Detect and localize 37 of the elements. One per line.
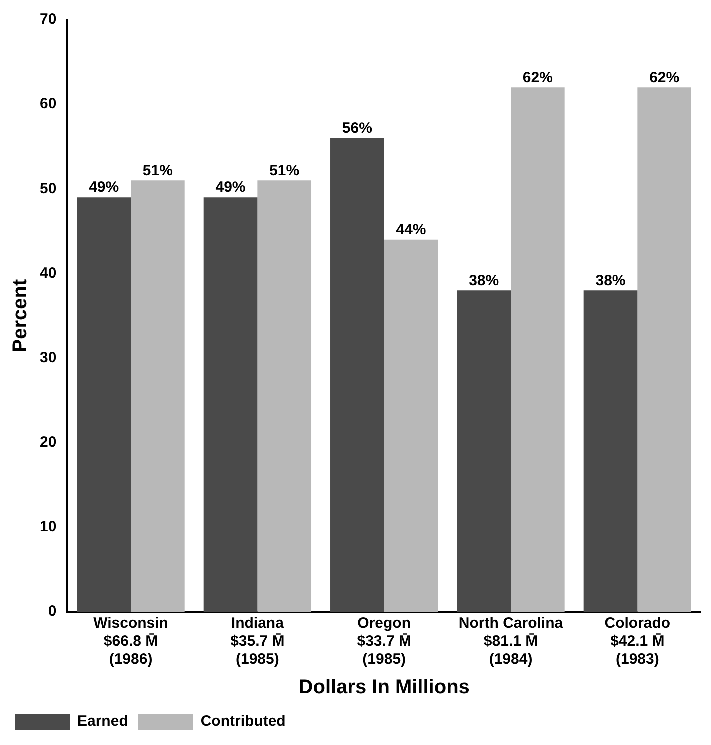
data-label: 49% [216,179,246,196]
data-label: 38% [596,272,626,290]
y-tick-label: 20 [40,434,57,451]
data-label: 38% [469,272,500,290]
bar [638,88,692,612]
bar [258,180,312,612]
x-tick-label: Indiana $35.7 M̄ (1985) [230,615,285,668]
bar [511,88,565,612]
y-tick-label: 30 [40,349,57,366]
bar [457,290,512,612]
y-tick-label: 60 [40,96,57,113]
data-label: 49% [89,179,120,196]
data-label: 62% [522,69,553,86]
bar [131,180,185,612]
legend-label: Contributed [200,713,286,730]
bar [330,138,384,612]
legend-label: Earned [78,713,128,730]
data-label: 44% [396,222,426,239]
y-tick-label: 10 [40,518,57,536]
data-label: 62% [650,69,680,86]
bar [77,198,132,612]
data-label: 51% [142,162,173,180]
x-tick-label: North Carolina $81.1 M̄ (1984) [458,615,564,668]
x-tick-label: Oregon $33.7 M̄ (1985) [357,615,412,668]
x-tick-label: Colorado $42.1 M̄ (1983) [604,615,671,668]
data-label: 56% [342,120,372,138]
bar [584,290,638,612]
y-tick-label: 40 [40,264,57,282]
bar [204,198,258,612]
x-tick-label: Wisconsin $66.8 M̄ (1986) [94,615,168,668]
data-label: 51% [270,162,300,180]
y-tick-label: 70 [40,11,57,28]
y-tick-label: 50 [40,180,57,198]
y-axis-title: Percent [10,278,32,353]
x-axis-title: Dollars In Millions [298,676,470,699]
y-tick-label: 0 [48,603,57,620]
bar [384,240,438,612]
